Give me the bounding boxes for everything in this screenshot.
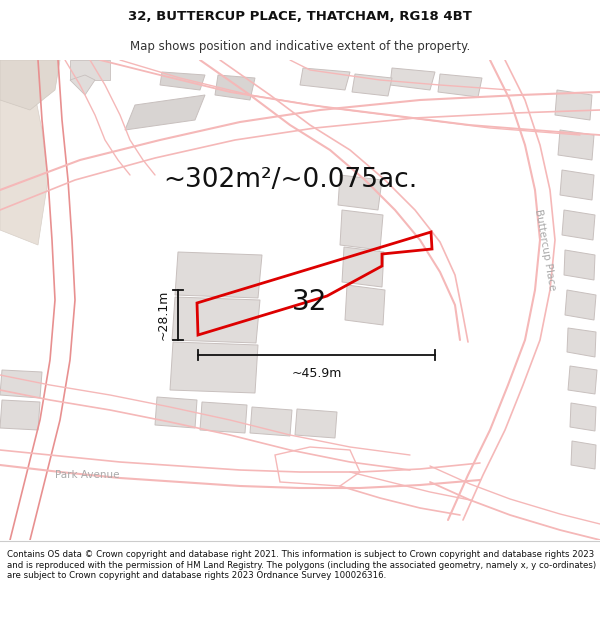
Polygon shape bbox=[564, 250, 595, 280]
Polygon shape bbox=[0, 60, 60, 110]
Text: Park Avenue: Park Avenue bbox=[55, 470, 119, 480]
Polygon shape bbox=[568, 366, 597, 394]
Polygon shape bbox=[0, 400, 40, 430]
Polygon shape bbox=[215, 75, 255, 100]
Polygon shape bbox=[175, 252, 262, 298]
Text: 32, BUTTERCUP PLACE, THATCHAM, RG18 4BT: 32, BUTTERCUP PLACE, THATCHAM, RG18 4BT bbox=[128, 10, 472, 22]
Polygon shape bbox=[170, 342, 258, 393]
Text: Map shows position and indicative extent of the property.: Map shows position and indicative extent… bbox=[130, 40, 470, 53]
Polygon shape bbox=[125, 95, 205, 130]
Polygon shape bbox=[555, 90, 592, 120]
Polygon shape bbox=[345, 285, 385, 325]
Polygon shape bbox=[250, 407, 292, 436]
Text: ~302m²/~0.075ac.: ~302m²/~0.075ac. bbox=[163, 167, 417, 193]
Polygon shape bbox=[562, 210, 595, 240]
Polygon shape bbox=[172, 297, 260, 343]
Polygon shape bbox=[295, 409, 337, 438]
Polygon shape bbox=[340, 210, 383, 250]
Polygon shape bbox=[560, 170, 594, 200]
Polygon shape bbox=[160, 72, 205, 90]
Polygon shape bbox=[0, 80, 48, 245]
Polygon shape bbox=[200, 402, 247, 433]
Polygon shape bbox=[352, 74, 392, 96]
Polygon shape bbox=[570, 403, 596, 431]
Polygon shape bbox=[70, 75, 95, 95]
Text: Buttercup Place: Buttercup Place bbox=[533, 209, 557, 291]
Polygon shape bbox=[275, 447, 360, 486]
Polygon shape bbox=[70, 60, 110, 80]
Text: Contains OS data © Crown copyright and database right 2021. This information is : Contains OS data © Crown copyright and d… bbox=[7, 550, 596, 580]
Text: ~45.9m: ~45.9m bbox=[292, 367, 341, 380]
Polygon shape bbox=[438, 74, 482, 97]
Text: ~28.1m: ~28.1m bbox=[157, 290, 170, 340]
Polygon shape bbox=[565, 290, 596, 320]
Text: 32: 32 bbox=[292, 288, 328, 316]
Polygon shape bbox=[390, 68, 435, 90]
Polygon shape bbox=[300, 68, 350, 90]
Polygon shape bbox=[338, 175, 382, 210]
Polygon shape bbox=[0, 370, 42, 398]
Polygon shape bbox=[567, 328, 596, 357]
Polygon shape bbox=[342, 247, 384, 287]
Polygon shape bbox=[571, 441, 596, 469]
Polygon shape bbox=[155, 397, 197, 428]
Polygon shape bbox=[558, 130, 594, 160]
